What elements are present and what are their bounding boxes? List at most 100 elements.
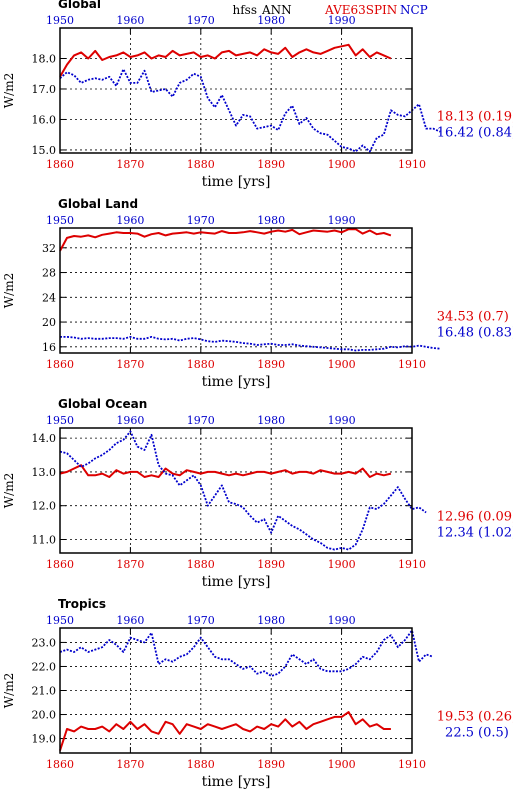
x-tick-label-top: 1950 [46, 14, 74, 27]
x-tick-label-bottom: 1910 [398, 158, 426, 171]
x-tick-label-top: 1980 [257, 214, 285, 227]
y-tick-label: 11.0 [32, 533, 57, 546]
series-mean-value: 34.53 [437, 310, 474, 325]
x-tick-label-top: 1960 [116, 414, 144, 427]
series-mean-value: 16.48 [437, 326, 474, 341]
series-mean-value: 12.96 [437, 510, 474, 525]
y-tick-label: 18.0 [32, 52, 57, 65]
y-tick-label: 15.0 [32, 144, 57, 157]
series-mean-value: 22.5 [445, 726, 474, 741]
x-tick-label-top: 1970 [187, 14, 215, 27]
series-mean-value: 19.53 [437, 710, 474, 725]
chart-panel-3: Global Ocean 11.0 12.0 13.0 14.0 1860 1870 1880… [2, 397, 513, 590]
x-tick-label-bottom: 1860 [46, 158, 74, 171]
chart-panel-4: Tropics 19.0 20.0 21.0 22.0 23.0 1860 1870 1880 1… [2, 597, 513, 790]
series-std-value: (0.7) [478, 310, 509, 325]
series-mean-value: 12.34 [437, 526, 474, 541]
y-tick-label: 19.0 [32, 733, 57, 746]
y-axis-label: W/m2 [2, 473, 16, 508]
x-tick-label-top: 1970 [187, 414, 215, 427]
y-tick-label: 12.0 [32, 500, 57, 513]
y-tick-label: 21.0 [32, 685, 57, 698]
panel-title: Global [58, 0, 101, 11]
x-tick-label-bottom: 1890 [257, 758, 285, 771]
x-tick-label-bottom: 1910 [398, 358, 426, 371]
series-ncp-line [60, 335, 441, 352]
x-tick-label-top: 1970 [187, 614, 215, 627]
x-tick-label-bottom: 1880 [187, 558, 215, 571]
x-tick-label-bottom: 1880 [187, 358, 215, 371]
series-mean-value: 18.13 [437, 110, 474, 125]
x-tick-label-top: 1990 [328, 14, 356, 27]
x-tick-label-bottom: 1870 [116, 758, 144, 771]
variable-title: hfss [233, 3, 258, 17]
x-tick-label-top: 1950 [46, 214, 74, 227]
x-tick-label-top: 1950 [46, 614, 74, 627]
x-tick-label-top: 1960 [116, 214, 144, 227]
y-tick-label: 17.0 [32, 83, 57, 96]
series-ncp-line [59, 629, 434, 677]
plot-frame [59, 627, 413, 754]
case-blue-label: NCP [400, 3, 428, 17]
x-axis-label: time [yrs] [202, 774, 271, 790]
x-tick-label-bottom: 1910 [398, 758, 426, 771]
x-tick-label-bottom: 1900 [328, 158, 356, 171]
x-tick-label-top: 1990 [328, 614, 356, 627]
y-tick-label: 23.0 [32, 636, 57, 649]
series-ncp-line [59, 68, 441, 153]
x-tick-label-bottom: 1900 [328, 558, 356, 571]
panel-title: Tropics [58, 597, 106, 611]
series-std-value: (1.02) [478, 526, 513, 541]
x-tick-label-bottom: 1890 [257, 358, 285, 371]
series-std-value: (0.19) [478, 110, 513, 125]
x-tick-label-top: 1980 [257, 414, 285, 427]
y-tick-label: 14.0 [32, 432, 57, 445]
x-axis-label: time [yrs] [202, 574, 271, 590]
plot-frame [59, 227, 413, 354]
x-tick-label-bottom: 1870 [116, 558, 144, 571]
series-ave63spin-line [59, 228, 392, 252]
x-tick-label-top: 1970 [187, 214, 215, 227]
x-tick-label-bottom: 1900 [328, 758, 356, 771]
x-tick-label-bottom: 1900 [328, 358, 356, 371]
y-tick-label: 20.0 [32, 709, 57, 722]
plot-frame [59, 427, 413, 554]
panel-title: Global Land [58, 197, 138, 211]
series-std-value: (0.26) [478, 710, 513, 725]
series-std-value: (0.09) [478, 510, 513, 525]
season-title: ANN [261, 3, 292, 17]
x-tick-label-bottom: 1860 [46, 358, 74, 371]
y-tick-label: 20 [42, 316, 56, 329]
y-tick-label: 16 [42, 341, 56, 354]
panel-title: Global Ocean [58, 397, 147, 411]
y-tick-label: 13.0 [32, 466, 57, 479]
y-tick-label: 22.0 [32, 660, 57, 673]
chart-panel-1: Global 15.0 16.0 17.0 18.0 1860 1870 1880 1890 19… [2, 0, 513, 190]
y-tick-label: 32 [42, 242, 56, 255]
x-axis-label: time [yrs] [202, 174, 271, 190]
series-mean-value: 16.42 [437, 126, 474, 141]
x-tick-label-bottom: 1880 [187, 758, 215, 771]
series-ave63spin-line [59, 711, 391, 751]
x-tick-label-top: 1980 [257, 614, 285, 627]
x-tick-label-top: 1960 [116, 614, 144, 627]
plot-frame [59, 27, 413, 154]
x-tick-label-top: 1950 [46, 414, 74, 427]
y-axis-label: W/m2 [2, 673, 16, 708]
x-tick-label-bottom: 1870 [116, 358, 144, 371]
y-tick-label: 28 [42, 267, 56, 280]
x-tick-label-bottom: 1860 [46, 558, 74, 571]
x-tick-label-top: 1960 [116, 14, 144, 27]
y-tick-label: 16.0 [32, 113, 57, 126]
x-tick-label-bottom: 1890 [257, 558, 285, 571]
series-ave63spin-line [59, 464, 392, 478]
series-std-value: (0.83) [478, 326, 513, 341]
y-tick-label: 24 [42, 291, 56, 304]
y-axis-label: W/m2 [2, 273, 16, 308]
x-tick-label-bottom: 1860 [46, 758, 74, 771]
x-tick-label-top: 1980 [257, 14, 285, 27]
case-red-label: AVE63SPIN [324, 3, 397, 17]
series-std-value: (0.84) [478, 126, 513, 141]
x-tick-label-top: 1990 [328, 214, 356, 227]
